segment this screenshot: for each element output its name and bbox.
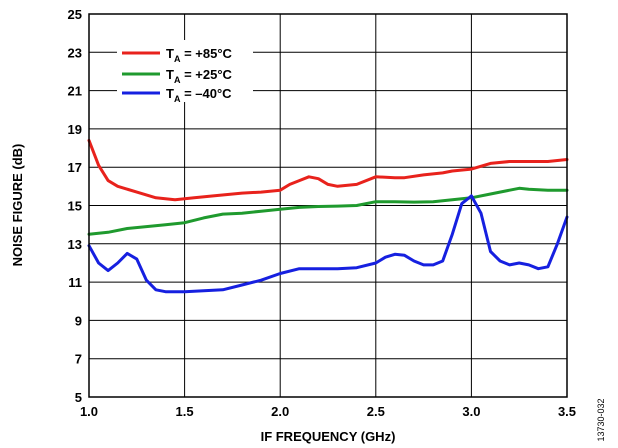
y-tick-label: 9	[75, 313, 82, 328]
x-tick-label: 3.0	[462, 404, 480, 419]
legend-label-2: TA = –40°C	[166, 86, 232, 104]
legend: TA = +85°C TA = +25°CTA = –40°C	[122, 46, 233, 104]
series-line-2	[87, 194, 569, 294]
series-lines	[87, 138, 569, 294]
x-axis-title: IF FREQUENCY (GHz)	[261, 429, 396, 444]
x-tick-label: 1.0	[80, 404, 98, 419]
x-tick-label: 2.5	[367, 404, 385, 419]
x-tick-label: 1.5	[176, 404, 194, 419]
series-line-0	[87, 138, 569, 202]
legend-label-1: TA = +25°C	[166, 67, 233, 85]
y-tick-label: 23	[68, 45, 82, 60]
y-tick-label: 21	[68, 84, 82, 99]
x-tick-label: 2.0	[271, 404, 289, 419]
y-axis-title: NOISE FIGURE (dB)	[10, 144, 25, 267]
y-tick-labels: 5 7 9 11 13 15 17 19 21 23 25	[68, 7, 82, 405]
y-tick-label: 17	[68, 160, 82, 175]
legend-label-0: TA = +85°C	[166, 46, 233, 64]
x-tick-label: 3.5	[558, 404, 576, 419]
plot-frame	[88, 13, 568, 398]
y-tick-label: 25	[68, 7, 82, 22]
y-tick-label: 13	[68, 237, 82, 252]
figure-id: 13730-032	[596, 398, 606, 441]
y-tick-label: 19	[68, 122, 82, 137]
y-tick-label: 15	[68, 199, 82, 214]
series-line-1	[87, 186, 569, 236]
x-tick-labels: 1.0 1.5 2.0 2.5 3.0 3.5	[80, 404, 576, 419]
y-tick-label: 7	[75, 352, 82, 367]
y-tick-label: 5	[75, 390, 82, 405]
y-tick-label: 11	[68, 275, 82, 290]
